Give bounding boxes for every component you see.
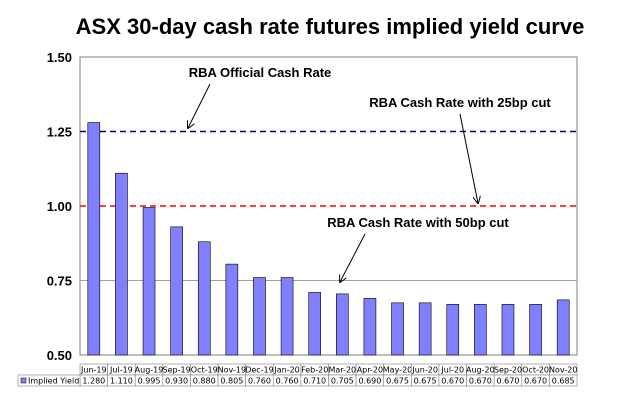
x-tick-label: Mar-20 [328, 366, 356, 375]
bar [253, 277, 266, 356]
annotation-arrow [340, 233, 366, 282]
x-tick-label: Dec-19 [245, 366, 274, 375]
legend-label: Implied Yield [28, 377, 79, 386]
bar [529, 304, 542, 356]
annotation-label: RBA Official Cash Rate [189, 65, 332, 80]
data-label: 0.670 [524, 377, 547, 386]
x-tick-label: May-20 [383, 366, 412, 375]
x-tick-label: Aug-20 [466, 366, 495, 375]
x-tick-label: Jul-19 [109, 366, 133, 375]
x-tick-label: Feb-20 [301, 366, 328, 375]
data-label: 0.710 [303, 377, 326, 386]
y-tick-label: 1.00 [47, 199, 72, 214]
data-label: 0.670 [469, 377, 492, 386]
annotation-label: RBA Cash Rate with 50bp cut [327, 215, 509, 230]
annotation-arrow [188, 83, 211, 128]
bar [363, 298, 377, 356]
data-label: 1.110 [110, 377, 133, 386]
data-label: 1.280 [82, 377, 105, 386]
data-label: 0.685 [552, 377, 575, 386]
bar [501, 304, 515, 356]
x-tick-label: Aug-19 [135, 366, 164, 375]
bar [87, 122, 101, 356]
x-tick-label: Jun-19 [80, 366, 107, 375]
table-cell [549, 374, 578, 387]
x-tick-label: Jan-20 [273, 366, 299, 375]
x-tick-label: Apr-20 [357, 366, 383, 375]
bar [280, 277, 294, 356]
x-tick-label: Oct-20 [522, 366, 549, 375]
data-label: 0.670 [497, 377, 520, 386]
y-tick-label: 0.75 [47, 274, 72, 289]
bar [115, 172, 128, 356]
data-label: 0.675 [414, 377, 437, 386]
bar [556, 299, 570, 356]
bar [170, 226, 183, 356]
bar [446, 304, 460, 356]
bar [197, 241, 211, 356]
bar [418, 302, 432, 356]
bar [225, 263, 239, 356]
annotation-label: RBA Cash Rate with 25bp cut [369, 95, 551, 110]
data-label: 0.675 [386, 377, 409, 386]
x-tick-label: Sep-19 [163, 366, 191, 375]
data-label: 0.705 [331, 377, 354, 386]
y-tick-label: 1.50 [47, 50, 72, 65]
data-label: 0.930 [165, 377, 188, 386]
x-tick-label: Oct-19 [191, 366, 218, 375]
chart-title: ASX 30-day cash rate futures implied yie… [75, 14, 585, 39]
legend-swatch [20, 377, 27, 384]
x-tick-label: Jun-20 [411, 366, 438, 375]
y-tick-label: 0.50 [47, 348, 72, 363]
data-label: 0.690 [358, 377, 381, 386]
data-label: 0.760 [276, 377, 299, 386]
table-cell [17, 374, 81, 387]
x-tick-label: Nov-20 [549, 366, 577, 375]
data-label: 0.995 [138, 377, 161, 386]
data-label: 0.805 [220, 377, 243, 386]
bar [474, 304, 487, 356]
bar [391, 302, 404, 356]
annotation-arrow [459, 113, 478, 203]
y-tick-label: 1.25 [47, 125, 72, 140]
bar [336, 293, 349, 356]
x-tick-label: Nov-19 [218, 366, 246, 375]
bar [142, 207, 156, 356]
x-tick-label: Sep-20 [494, 366, 522, 375]
x-tick-label: Jul-20 [440, 366, 464, 375]
data-label: 0.760 [248, 377, 271, 386]
bar [308, 292, 321, 356]
data-label: 0.670 [441, 377, 464, 386]
data-label: 0.880 [193, 377, 216, 386]
